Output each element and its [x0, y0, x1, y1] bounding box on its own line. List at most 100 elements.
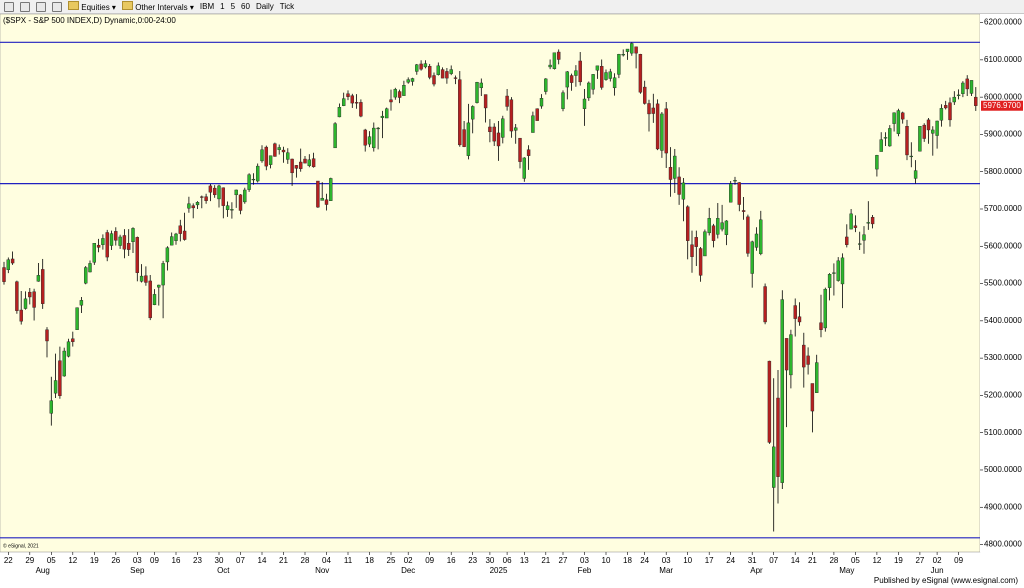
candle-body — [832, 272, 836, 274]
x-tick-label: 21 — [279, 556, 288, 565]
candle-body — [200, 196, 204, 198]
x-tick-label: 29 — [25, 556, 34, 565]
candle-body — [668, 167, 673, 180]
candle-body — [415, 64, 419, 72]
candle-body — [716, 218, 720, 235]
candle-body — [870, 216, 875, 225]
month-label: Apr — [750, 566, 763, 575]
candle-body — [840, 257, 845, 285]
interval-button[interactable]: 60 — [241, 2, 250, 11]
candle-body — [406, 79, 410, 83]
candle-body — [187, 203, 191, 209]
y-tick-label: 5200.0000 — [984, 391, 1022, 400]
menu-button[interactable]: Other Intervals ▾ — [121, 1, 194, 12]
candle-body — [256, 165, 260, 182]
menu-button[interactable]: Equities ▾ — [68, 1, 116, 12]
interval-button[interactable]: Daily — [255, 2, 274, 11]
candle-body — [875, 155, 879, 170]
interval-button[interactable]: 1 — [220, 2, 225, 11]
x-tick-label: 30 — [215, 556, 224, 565]
month-label: Feb — [578, 566, 592, 575]
candle-body — [483, 94, 488, 109]
candle-body — [230, 209, 234, 211]
candle-body — [475, 82, 479, 103]
x-tick-label: 14 — [791, 556, 800, 565]
candle-body — [918, 126, 922, 152]
x-tick-label: 10 — [602, 556, 611, 565]
candle-body — [23, 298, 28, 309]
candle-body — [462, 129, 466, 147]
candle-body — [681, 182, 686, 200]
candle-body — [539, 98, 544, 107]
candle-body — [625, 48, 630, 52]
candle-body — [866, 222, 870, 224]
x-tick-label: 05 — [851, 556, 860, 565]
icon-button[interactable] — [20, 1, 30, 12]
candle-body — [655, 103, 660, 150]
candle-body — [548, 64, 552, 68]
candle-body — [144, 275, 148, 283]
candle-body — [630, 43, 634, 54]
x-tick-label: 28 — [301, 556, 310, 565]
candle-body — [169, 236, 174, 246]
menu-label[interactable]: Equities — [81, 3, 110, 12]
candle-body — [901, 112, 905, 120]
candle-body — [247, 174, 251, 190]
candle-body — [329, 178, 333, 201]
candle-body — [763, 286, 767, 323]
icon-button[interactable] — [4, 1, 14, 12]
candle-body — [969, 80, 974, 94]
candle-body — [148, 280, 152, 319]
icon-button[interactable] — [52, 1, 62, 12]
candle-body — [432, 75, 436, 85]
candle-body — [797, 316, 802, 323]
y-tick-label: 5100.0000 — [984, 428, 1022, 437]
x-tick-label: 26 — [111, 556, 120, 565]
candle-body — [88, 263, 92, 273]
candle-body — [15, 281, 19, 311]
candle-body — [913, 170, 918, 179]
candle-body — [32, 291, 36, 308]
x-tick-label: 02 — [933, 556, 942, 565]
candle-body — [810, 383, 815, 412]
interval-button[interactable]: Tick — [279, 2, 295, 11]
icon-button[interactable] — [36, 1, 46, 12]
month-label: Mar — [659, 566, 673, 575]
candle-body — [522, 157, 526, 179]
candle-body — [333, 123, 337, 149]
candle-body — [83, 267, 88, 284]
interval-button[interactable]: IBM — [199, 2, 215, 11]
y-tick-label: 5900.0000 — [984, 130, 1022, 139]
candle-body — [307, 159, 311, 166]
candle-body — [157, 284, 161, 288]
candle-body — [634, 46, 638, 54]
candle-body — [595, 65, 600, 71]
candle-body — [402, 85, 406, 96]
candle-body — [118, 236, 122, 246]
candle-body — [277, 147, 281, 150]
candle-body — [557, 51, 561, 60]
candle-body — [161, 263, 165, 286]
interval-button[interactable]: 5 — [230, 2, 236, 11]
candle-body — [273, 143, 277, 157]
x-tick-label: 12 — [68, 556, 77, 565]
candle-body — [703, 231, 707, 257]
x-tick-label: 24 — [726, 556, 735, 565]
candle-body — [600, 65, 604, 88]
y-tick-label: 6200.0000 — [984, 18, 1022, 27]
candle-body — [617, 54, 621, 75]
candle-body — [471, 106, 475, 120]
candle-body — [428, 65, 432, 78]
candle-body — [604, 72, 608, 80]
candle-body — [101, 238, 105, 245]
y-tick-label: 5400.0000 — [984, 316, 1022, 325]
candle-body — [926, 119, 931, 131]
candle-body — [492, 126, 496, 142]
menu-label[interactable]: Other Intervals — [135, 3, 188, 12]
candle-body — [286, 152, 290, 160]
month-label: Oct — [217, 566, 230, 575]
candle-body — [299, 161, 303, 169]
candle-body — [724, 220, 729, 235]
candle-body — [754, 233, 759, 248]
